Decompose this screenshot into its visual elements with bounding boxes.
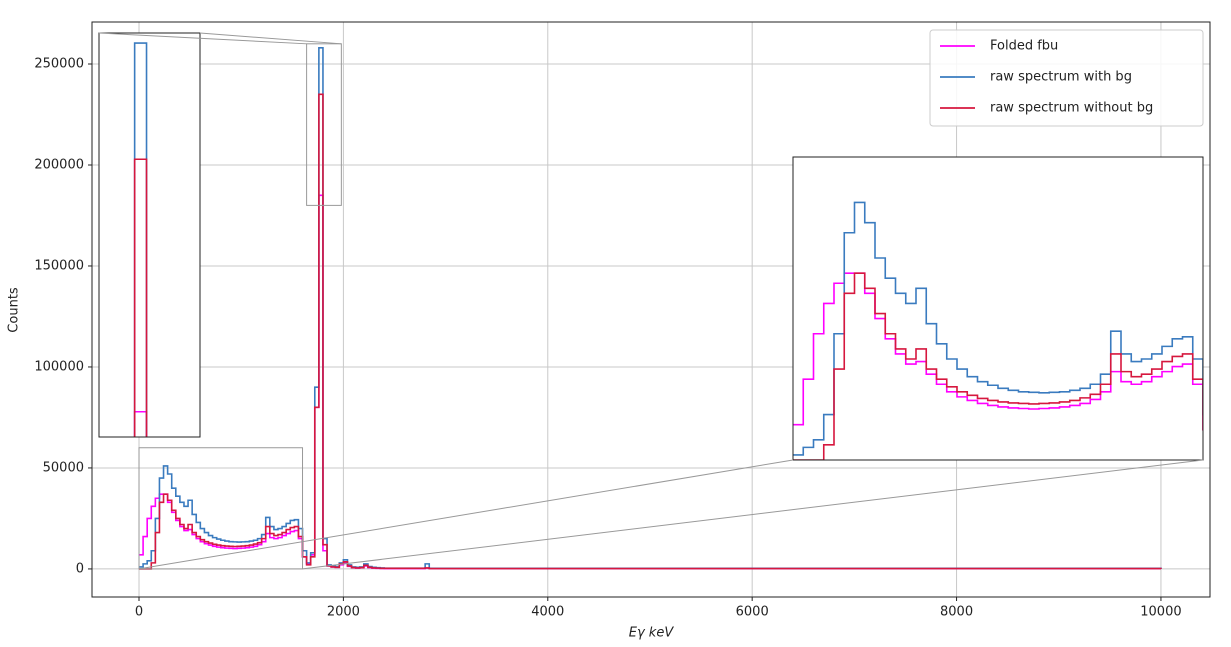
series-line xyxy=(793,272,1203,431)
y-tick-label: 150000 xyxy=(34,258,84,273)
legend-label: raw spectrum with bg xyxy=(990,70,1132,85)
legend-label: Folded fbu xyxy=(990,39,1058,54)
inset-background xyxy=(99,33,200,437)
y-tick-label: 100000 xyxy=(34,359,84,374)
legend-box xyxy=(929,29,1204,127)
inset xyxy=(792,156,1204,461)
zoom-box xyxy=(138,447,304,570)
zoom-connector xyxy=(302,459,1204,570)
x-tick-label: 2000 xyxy=(327,605,360,620)
series-line xyxy=(139,93,1162,570)
zoom-connector xyxy=(98,32,307,45)
series-line xyxy=(793,201,1203,456)
x-tick-label: 10000 xyxy=(1140,605,1181,620)
x-tick-label: 0 xyxy=(135,605,143,620)
legend: Folded fbu raw spectrum with bg raw spectr… xyxy=(929,29,1204,127)
y-tick-label: 0 xyxy=(76,561,84,576)
zoom-box xyxy=(306,43,342,206)
x-tick-label: 6000 xyxy=(736,605,769,620)
inset-background xyxy=(793,157,1203,460)
zoom-connector xyxy=(138,459,794,570)
x-axis-label: Eγ keV xyxy=(629,626,675,641)
inset-frame xyxy=(792,156,1204,461)
y-tick-label: 200000 xyxy=(34,157,84,172)
legend-label: raw spectrum without bg xyxy=(990,101,1153,116)
plot xyxy=(139,47,1162,570)
inset-frame xyxy=(98,32,201,438)
y-axis-label: Counts xyxy=(7,287,22,333)
axes-frame xyxy=(91,21,1211,598)
x-tick-label: 8000 xyxy=(940,605,973,620)
zoom-connector xyxy=(199,32,342,45)
x-tick-label: 4000 xyxy=(531,605,564,620)
series-line xyxy=(793,272,1203,460)
inset-plot xyxy=(793,201,1203,460)
y-tick-label: 50000 xyxy=(43,460,84,475)
y-tick-label: 250000 xyxy=(34,57,84,72)
inset xyxy=(98,32,201,438)
